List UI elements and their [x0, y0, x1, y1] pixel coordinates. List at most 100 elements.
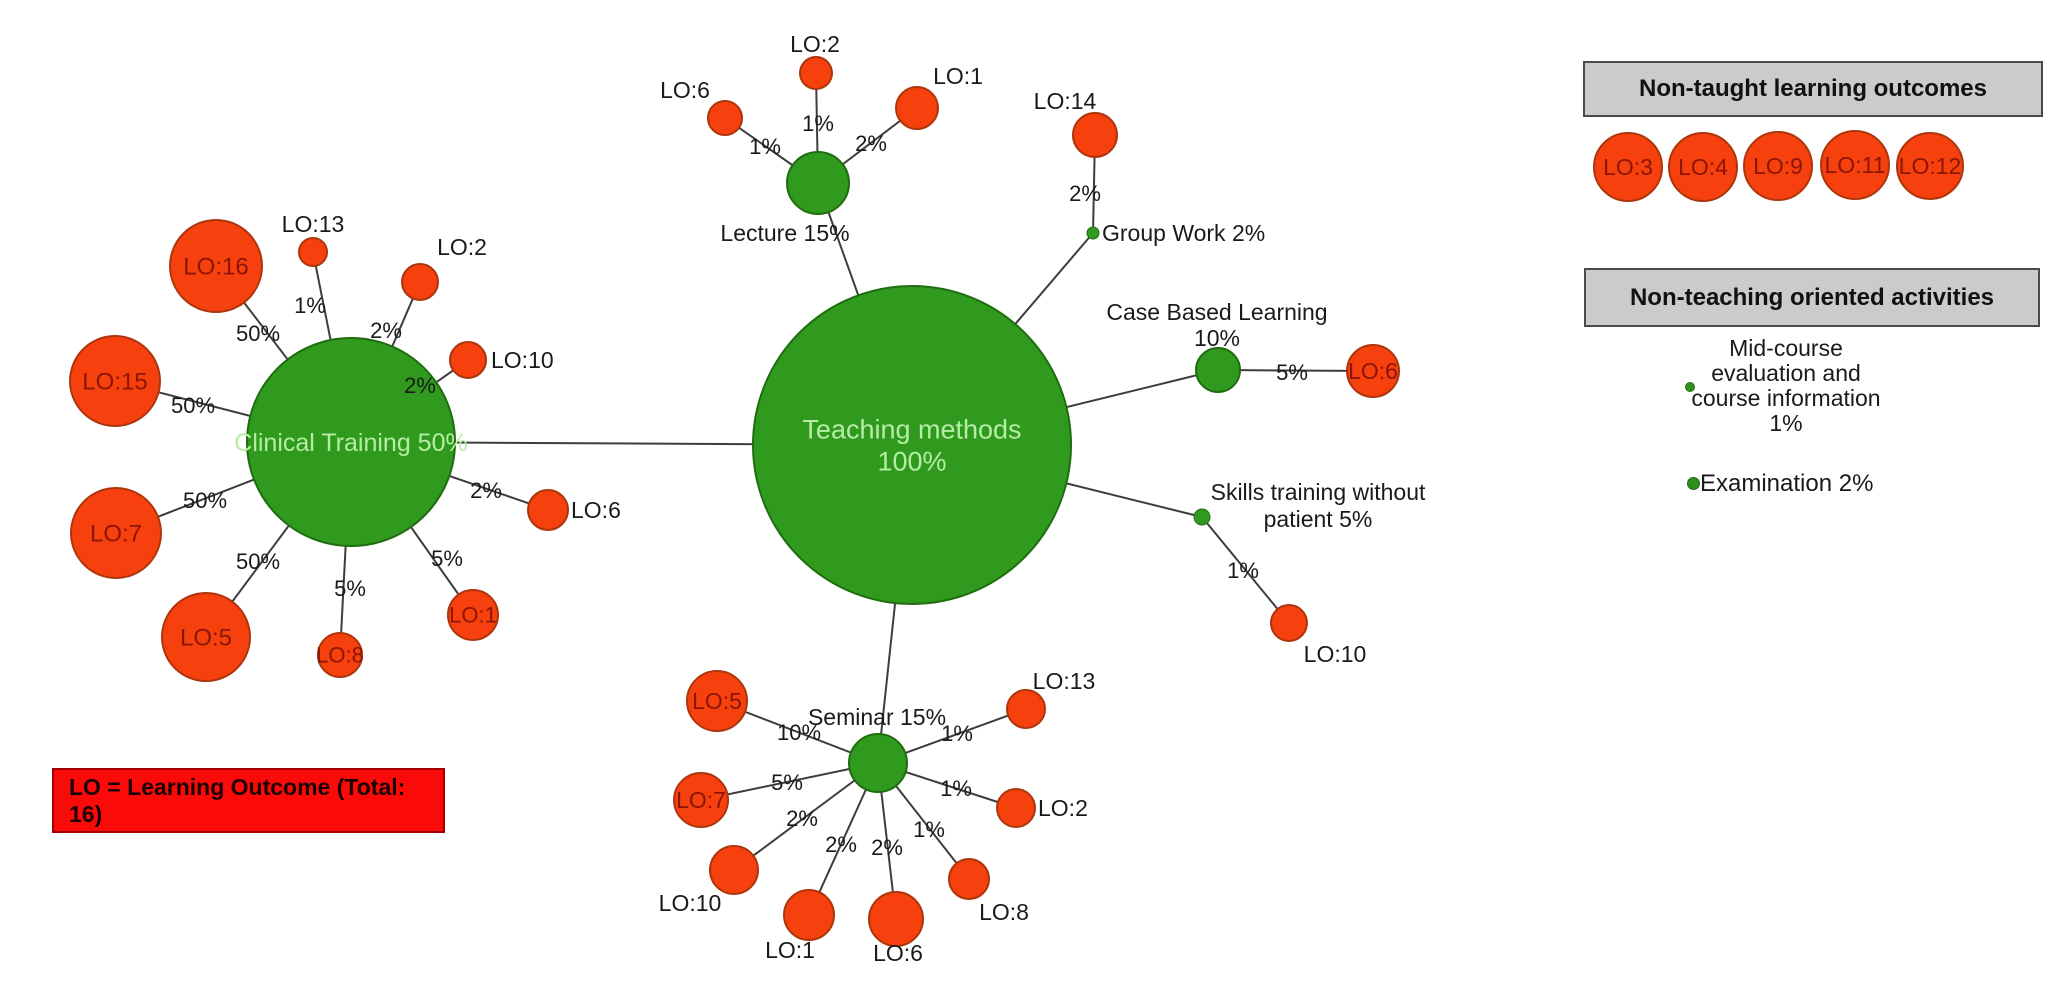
edge-percent-label-9: 2% — [404, 373, 436, 398]
node-lec-lo6 — [707, 100, 743, 136]
node-sk-lo10 — [1270, 604, 1308, 642]
edge-percent-label-8: 2% — [370, 318, 402, 343]
node-nt-lo11 — [1820, 130, 1890, 200]
node-clinical — [246, 337, 456, 547]
label-group: Group Work 2% — [1102, 220, 1265, 246]
edge-percent-label-1: 1% — [802, 111, 834, 136]
label-skills: Skills training without patient 5% — [1211, 479, 1426, 532]
node-lec-lo2 — [799, 56, 833, 90]
node-cl-lo8 — [317, 632, 363, 678]
label-seminar: Seminar 15% — [808, 704, 946, 730]
node-group — [1086, 226, 1100, 240]
node-cl-lo1 — [447, 589, 499, 641]
node-nt-lo3 — [1593, 132, 1663, 202]
node-cl-lo15 — [69, 335, 161, 427]
node-skills — [1193, 508, 1211, 526]
panel-header-non-teaching-title: Non-teaching oriented activities — [1629, 283, 1995, 311]
label-lec-lo1: LO:1 — [933, 63, 983, 89]
panel-header-non-taught: Non-taught learning outcomes — [1583, 61, 2043, 117]
edge-percent-label-3: 2% — [1069, 181, 1101, 206]
label-cl-lo10: LO:10 — [491, 347, 554, 373]
edge-percent-label-11: 2% — [470, 478, 502, 503]
label-cl-lo15: LO:15 — [82, 368, 147, 395]
edge-percent-label-12: 50% — [183, 488, 227, 513]
node-se-lo1 — [783, 889, 835, 941]
label-cb-lo6: LO:6 — [1348, 358, 1398, 384]
node-se-lo13 — [1006, 689, 1046, 729]
label-se-lo10: LO:10 — [659, 890, 722, 916]
edge-percent-label-22: 1% — [940, 776, 972, 801]
label-nt-lo4: LO:4 — [1678, 154, 1728, 180]
label-case: Case Based Learning 10% — [1106, 299, 1327, 351]
node-se-lo8 — [948, 858, 990, 900]
edge-percent-label-0: 1% — [749, 134, 781, 159]
edge-percent-label-20: 2% — [871, 835, 903, 860]
edge-skills-sk-lo10 — [1201, 516, 1290, 624]
node-lec-lo1 — [895, 86, 939, 130]
label-nt-lo11: LO:11 — [1825, 152, 1886, 178]
node-se-lo2 — [996, 788, 1036, 828]
legend-note-text: LO = Learning Outcome (Total: 16) — [69, 773, 406, 827]
node-nt-lo9 — [1743, 131, 1813, 201]
label-cl-lo5: LO:5 — [180, 624, 232, 651]
node-cl-lo2 — [401, 263, 439, 301]
node-se-lo5 — [686, 670, 748, 732]
label-lec-lo6: LO:6 — [660, 77, 710, 103]
node-cl-lo6 — [527, 489, 569, 531]
label-se-lo5: LO:5 — [692, 688, 742, 714]
node-teaching — [752, 285, 1072, 605]
edge-percent-label-16: 10% — [777, 720, 821, 745]
node-cl-lo16 — [169, 219, 263, 313]
examination-dot-icon — [1687, 477, 1700, 490]
label-se-lo13: LO:13 — [1033, 668, 1096, 694]
label-lo14: LO:14 — [1034, 88, 1097, 114]
node-cl-lo7 — [70, 487, 162, 579]
label-cl-lo2: LO:2 — [437, 234, 487, 260]
label-cl-lo16: LO:16 — [183, 253, 248, 280]
edge-percent-label-17: 5% — [771, 770, 803, 795]
node-se-lo10 — [709, 845, 759, 895]
node-se-lo6 — [868, 891, 924, 947]
edge-percent-label-5: 1% — [1227, 558, 1259, 583]
label-nt-lo12: LO:12 — [1899, 153, 1962, 179]
label-se-lo6: LO:6 — [873, 940, 923, 966]
node-seminar — [848, 733, 908, 793]
panel-header-non-teaching: Non-teaching oriented activities — [1584, 268, 2040, 327]
label-sk-lo10: LO:10 — [1304, 641, 1367, 667]
edge-percent-label-15: 5% — [334, 576, 366, 601]
panel-header-non-taught-title: Non-taught learning outcomes — [1639, 75, 1987, 102]
edge-percent-label-2: 2% — [855, 131, 887, 156]
label-se-lo2: LO:2 — [1038, 795, 1088, 821]
label-cl-lo13: LO:13 — [282, 211, 345, 237]
node-nt-lo4 — [1668, 132, 1738, 202]
node-case — [1195, 347, 1241, 393]
label-lecture: Lecture 15% — [720, 220, 849, 246]
midcourse-dot-icon — [1685, 382, 1695, 392]
label-nt-lo3: LO:3 — [1603, 154, 1653, 180]
edge-percent-label-19: 2% — [825, 832, 857, 857]
node-cl-lo10 — [449, 341, 487, 379]
node-cl-lo5 — [161, 592, 251, 682]
edge-percent-label-13: 5% — [431, 546, 463, 571]
node-cl-lo13 — [298, 237, 328, 267]
label-se-lo1: LO:1 — [765, 937, 815, 963]
label-se-lo8: LO:8 — [979, 899, 1029, 925]
edge-percent-label-21: 1% — [913, 817, 945, 842]
label-clinical: Clinical Training 50% — [234, 429, 467, 457]
examination-item-label: Examination 2% — [1700, 470, 1874, 497]
edge-percent-label-7: 1% — [294, 293, 326, 318]
label-teaching: Teaching methods 100% — [802, 415, 1021, 477]
label-lec-lo2: LO:2 — [790, 31, 840, 57]
label-nt-lo9: LO:9 — [1753, 153, 1803, 179]
label-cl-lo1: LO:1 — [449, 603, 497, 628]
node-nt-lo12 — [1896, 132, 1964, 200]
node-lecture — [786, 151, 850, 215]
midcourse-item-label: Mid-course evaluation and course informa… — [1691, 335, 1881, 436]
edge-percent-label-18: 2% — [786, 806, 818, 831]
label-cl-lo8: LO:8 — [316, 643, 364, 668]
label-se-lo7: LO:7 — [676, 787, 726, 813]
node-cb-lo6 — [1346, 344, 1400, 398]
node-se-lo7 — [673, 772, 729, 828]
